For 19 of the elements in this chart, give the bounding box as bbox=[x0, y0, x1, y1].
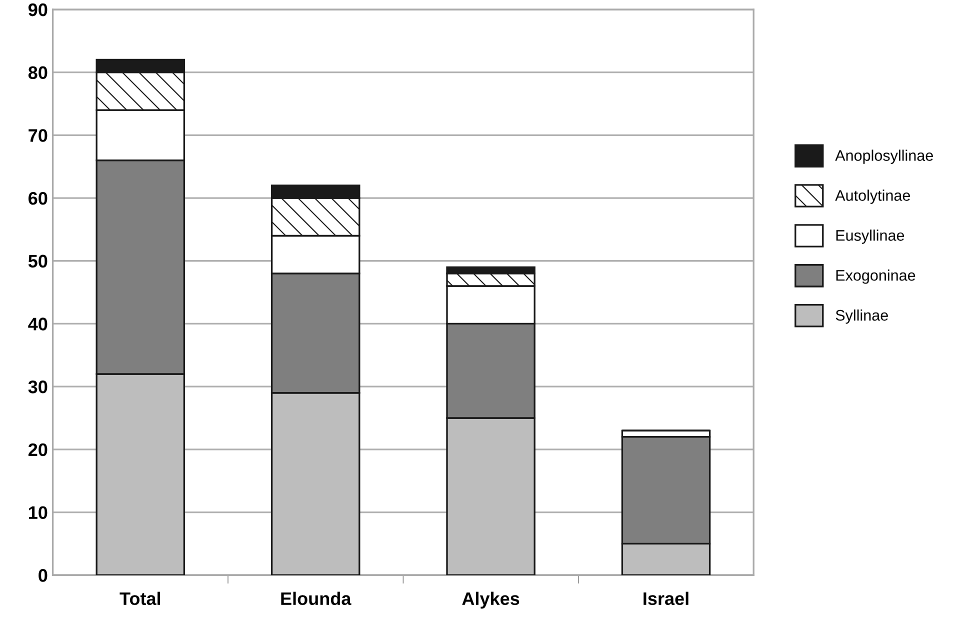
y-tick-label: 30 bbox=[28, 380, 48, 394]
x-tick-label: Alykes bbox=[462, 592, 520, 609]
y-tick-label: 60 bbox=[28, 192, 48, 205]
y-tick-label: 20 bbox=[28, 443, 48, 456]
y-tick-label: 50 bbox=[28, 254, 48, 268]
x-tick-label: Total bbox=[120, 592, 160, 606]
y-tick-label: 90 bbox=[28, 3, 48, 16]
x-tick-label: Israel bbox=[644, 592, 688, 606]
y-tick-label: 40 bbox=[28, 318, 48, 330]
legend-label: Exogoninae bbox=[836, 270, 916, 284]
legend-label: Eusyllinae bbox=[836, 230, 904, 244]
y-tick-label: 0 bbox=[38, 569, 48, 582]
y-tick-label: 70 bbox=[28, 129, 48, 142]
legend-label: Syllinae bbox=[836, 309, 888, 324]
y-tick-label: 80 bbox=[28, 66, 48, 80]
legend-label: Autolytinae bbox=[835, 190, 910, 204]
y-tick-label: 10 bbox=[28, 506, 48, 519]
x-tick-label: Elounda bbox=[281, 592, 352, 606]
legend-label: Anoplosyllinae bbox=[835, 150, 933, 164]
